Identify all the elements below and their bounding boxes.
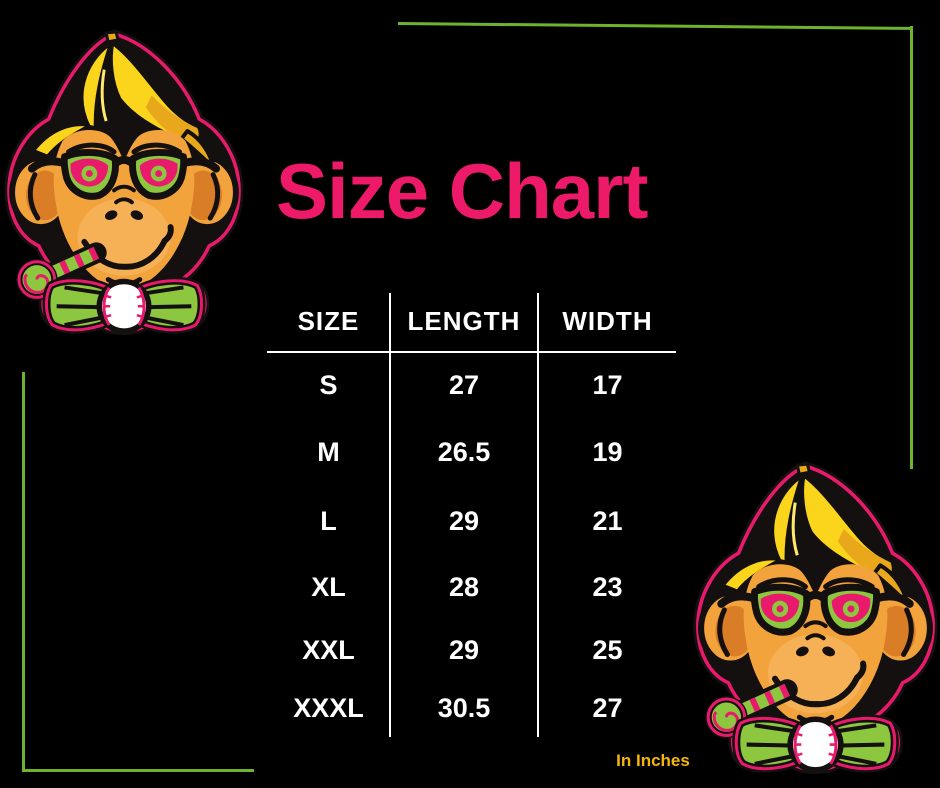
table-cell-length: 27 xyxy=(448,369,480,400)
party-monkey-mascot-icon xyxy=(5,28,243,335)
table-cell-width: 21 xyxy=(592,505,623,536)
party-monkey-mascot-icon xyxy=(694,460,937,774)
units-note: In Inches xyxy=(616,751,690,770)
table-cell-length: 26.5 xyxy=(437,437,491,467)
table-cell-size: L xyxy=(320,505,337,536)
column-header-width: WIDTH xyxy=(562,305,653,336)
table-cell-width: 19 xyxy=(592,437,623,467)
table-cell-length: 29 xyxy=(448,505,480,536)
table-cell-width: 27 xyxy=(592,693,623,723)
table-cell-size: XL xyxy=(311,572,346,602)
table-divider-vertical-2 xyxy=(537,293,539,737)
table-cell-length: 30.5 xyxy=(437,693,491,723)
column-header-size: SIZE xyxy=(297,305,360,336)
table-cell-size: XXXL xyxy=(293,693,364,723)
frame-line-right xyxy=(910,26,913,469)
table-cell-size: S xyxy=(319,369,338,400)
table-cell-length: 28 xyxy=(448,572,480,602)
frame-line-bottom xyxy=(22,769,254,772)
table-cell-size: XXL xyxy=(302,634,355,665)
table-cell-length: 29 xyxy=(448,634,480,665)
size-table: SIZE LENGTH WIDTH S 27 17 M 26.5 19 L 29… xyxy=(267,290,677,737)
table-cell-width: 23 xyxy=(592,572,623,602)
page-title: Size Chart xyxy=(276,147,648,235)
frame-line-left xyxy=(22,372,25,772)
column-header-length: LENGTH xyxy=(407,305,521,336)
frame-line-top xyxy=(397,22,912,30)
table-cell-width: 25 xyxy=(592,634,623,665)
table-header-underline xyxy=(267,351,676,353)
table-cell-width: 17 xyxy=(592,369,623,400)
table-divider-vertical-1 xyxy=(389,293,391,737)
table-cell-size: M xyxy=(317,437,340,467)
